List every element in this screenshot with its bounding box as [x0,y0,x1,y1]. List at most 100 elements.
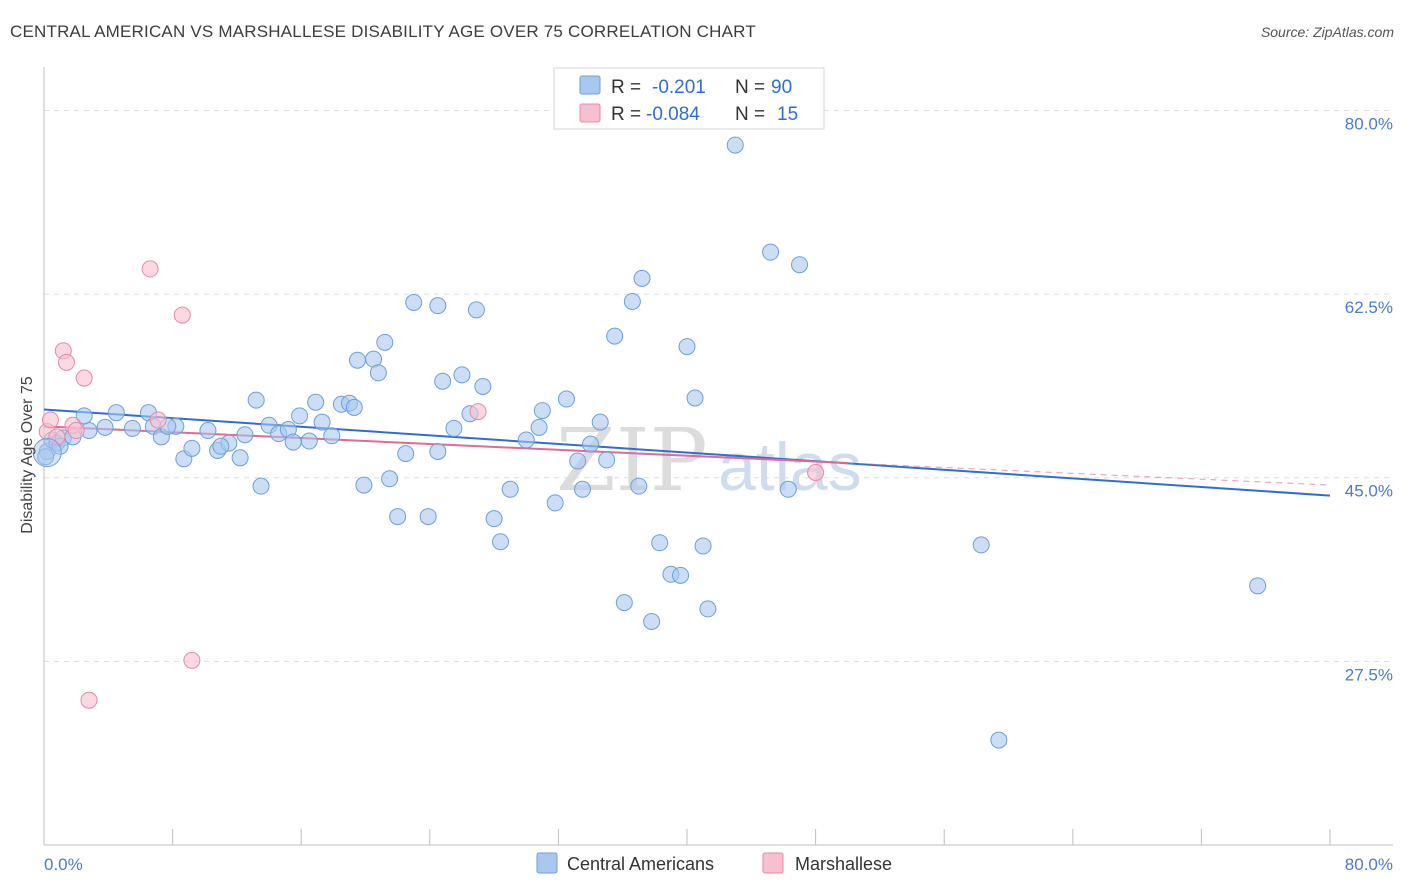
legend-r-label-1: R = [611,77,641,98]
point-central-americans [323,427,341,445]
point-central-americans [75,407,93,425]
point-central-americans [183,439,201,457]
point-central-americans [429,443,447,461]
point-central-americans [557,390,575,408]
bottom-legend-label-marshallese: Marshallese [795,854,892,874]
point-central-americans [107,404,125,422]
point-central-americans [517,431,535,449]
point-central-americans [212,437,230,455]
point-central-americans [574,480,592,498]
point-central-americans [123,419,141,437]
legend-swatch-marshallese [579,103,601,123]
point-central-americans [307,393,325,411]
data-points [32,136,1267,749]
point-central-americans [990,731,1008,749]
point-marshallese [173,306,191,324]
point-central-americans [694,537,712,555]
point-marshallese [58,353,76,371]
point-central-americans [291,407,309,425]
point-central-americans [623,292,641,310]
point-central-americans [397,445,415,463]
point-central-americans [313,413,331,431]
point-marshallese [149,411,167,429]
y-tick-label: 45.0% [1345,482,1393,501]
point-marshallese [807,463,825,481]
point-central-americans [434,372,452,390]
legend: R = -0.201 N = 90 R = -0.084 N = 15 [553,67,825,130]
y-tick-labels: 27.5% 45.0% 62.5% 80.0% [1345,114,1393,684]
point-central-americans [300,432,318,450]
point-central-americans [598,451,616,469]
point-central-americans [381,470,399,488]
x-tick-min: 0.0% [44,855,83,874]
point-central-americans [369,364,387,382]
legend-n-label-1: N = [735,77,765,98]
point-central-americans [345,398,363,416]
chart-title: CENTRAL AMERICAN VS MARSHALLESE DISABILI… [10,22,756,41]
x-tick-max: 80.0% [1345,855,1393,874]
point-central-americans [615,594,633,612]
point-central-americans [630,477,648,495]
point-central-americans [32,438,62,468]
point-marshallese [80,691,98,709]
y-tick-label: 80.0% [1345,114,1393,133]
point-central-americans [643,612,661,630]
point-central-americans [546,494,564,512]
legend-r-value-2: -0.084 [646,104,700,125]
trendline-central-americans [43,408,1331,497]
point-central-americans [419,508,437,526]
point-central-americans [405,294,423,312]
point-central-americans [972,536,990,554]
point-central-americans [791,256,809,274]
bottom-legend-label-central-americans: Central Americans [567,854,714,874]
point-central-americans [591,413,609,431]
point-central-americans [569,452,587,470]
point-central-americans [672,566,690,584]
point-central-americans [699,600,717,618]
point-central-americans [247,391,265,409]
point-central-americans [348,351,366,369]
point-central-americans [530,418,548,436]
legend-n-value-1: 90 [771,77,792,98]
point-central-americans [492,533,510,551]
point-central-americans [726,136,744,154]
source-label: Source: ZipAtlas.com [1260,24,1394,40]
trendline-marshallese-extension [847,462,1331,486]
point-central-americans [252,477,270,495]
point-marshallese [41,411,59,429]
y-tick-label: 27.5% [1345,665,1393,684]
bottom-legend: Central Americans Marshallese [536,852,892,874]
point-central-americans [651,534,669,552]
point-marshallese [75,369,93,387]
y-tick-label: 62.5% [1345,298,1393,317]
bottom-legend-swatch-central-americans [536,852,558,874]
legend-n-label-2: N = [735,104,765,125]
legend-r-value-1: -0.201 [652,77,706,98]
point-central-americans [779,480,797,498]
point-central-americans [96,418,114,436]
legend-n-value-2: 15 [777,104,798,125]
legend-r-label-2: R = [611,104,641,125]
point-central-americans [474,377,492,395]
point-central-americans [467,301,485,319]
point-central-americans [762,243,780,261]
point-central-americans [582,435,600,453]
point-central-americans [236,426,254,444]
y-axis-label: Disability Age Over 75 [19,376,36,534]
point-central-americans [429,297,447,315]
point-central-americans [355,476,373,494]
point-central-americans [445,419,463,437]
point-central-americans [485,510,503,528]
point-marshallese [141,260,159,278]
bottom-legend-swatch-marshallese [762,852,784,874]
legend-swatch-central-americans [579,75,601,95]
point-central-americans [453,366,471,384]
point-central-americans [533,402,551,420]
point-central-americans [1249,577,1267,595]
gridlines [44,109,1393,662]
point-central-americans [686,389,704,407]
point-central-americans [606,327,624,345]
point-marshallese [67,422,85,440]
point-central-americans [389,508,407,526]
